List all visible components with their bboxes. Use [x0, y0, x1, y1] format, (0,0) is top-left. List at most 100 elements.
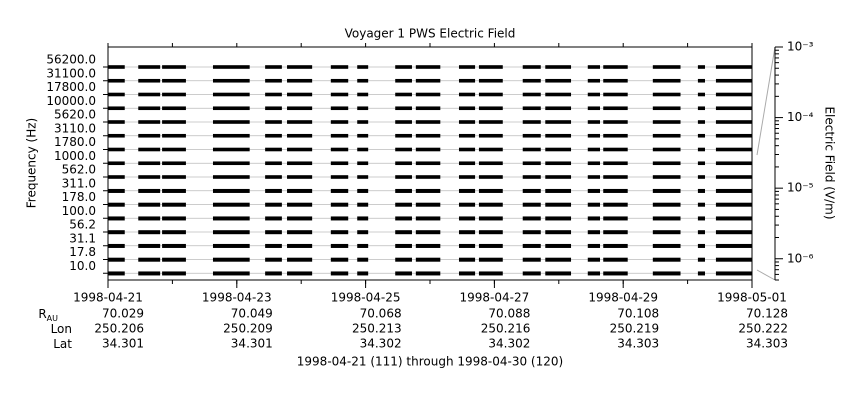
ephemeris-value: 250.206	[94, 322, 144, 336]
ephemeris-value: 70.088	[488, 307, 530, 321]
ephemeris-value: 34.301	[231, 337, 273, 351]
coverage-segment	[212, 230, 250, 235]
coverage-segment	[265, 216, 282, 221]
coverage-segment	[212, 271, 250, 276]
coverage-segment	[478, 161, 503, 166]
coverage-segment	[287, 92, 313, 97]
coverage-segment	[395, 106, 412, 111]
coverage-segment	[415, 230, 441, 235]
coverage-segment	[478, 243, 503, 248]
x-axis-label: 1998-04-21 (111) through 1998-04-30 (120…	[297, 355, 563, 369]
coverage-segment	[330, 120, 349, 124]
ephemeris-label-text: R	[38, 307, 46, 321]
coverage-segment	[330, 188, 349, 193]
coverage-segment	[603, 257, 628, 262]
coverage-segment	[138, 230, 161, 235]
coverage-segment	[458, 243, 476, 248]
coverage-segment	[522, 133, 541, 138]
coverage-segment	[162, 147, 186, 152]
coverage-segment	[587, 92, 601, 97]
coverage-segment	[330, 175, 349, 179]
coverage-segment	[330, 78, 349, 83]
coverage-segment	[478, 271, 503, 276]
coverage-segment	[545, 65, 572, 69]
coverage-segment	[478, 175, 503, 179]
y2-tick-label: 10⁻⁵	[787, 181, 814, 195]
coverage-segment	[265, 147, 282, 152]
coverage-segment	[603, 243, 628, 248]
coverage-segment	[652, 202, 681, 207]
coverage-segment	[357, 92, 369, 97]
coverage-segment	[715, 78, 752, 83]
coverage-segment	[522, 257, 541, 262]
coverage-segment	[587, 65, 601, 69]
coverage-segment	[287, 216, 313, 221]
coverage-segment	[265, 161, 282, 166]
ephemeris-value: 70.049	[231, 307, 273, 321]
coverage-segment	[478, 216, 503, 221]
coverage-segment	[138, 175, 161, 179]
ephemeris-label: Lon	[51, 322, 72, 336]
coverage-segment	[395, 271, 412, 276]
y-tick-label: 10000.0	[46, 94, 96, 108]
coverage-segment	[265, 271, 282, 276]
coverage-segment	[652, 120, 681, 124]
coverage-segment	[715, 92, 752, 97]
coverage-segment	[212, 257, 250, 262]
coverage-segment	[138, 120, 161, 124]
y-tick-label: 1000.0	[54, 149, 96, 163]
coverage-segment	[212, 120, 250, 124]
y-tick-label: 562.0	[62, 163, 96, 177]
y-tick-label: 178.0	[62, 190, 96, 204]
coverage-segment	[415, 161, 441, 166]
coverage-segment	[138, 271, 161, 276]
coverage-segment	[287, 175, 313, 179]
coverage-segment	[162, 78, 186, 83]
coverage-segment	[162, 230, 186, 235]
y-tick-label: 17.8	[69, 245, 96, 259]
coverage-segment	[522, 271, 541, 276]
coverage-segment	[652, 147, 681, 152]
coverage-segment	[652, 65, 681, 69]
coverage-segment	[603, 92, 628, 97]
coverage-segment	[265, 202, 282, 207]
coverage-segment	[478, 202, 503, 207]
coverage-segment	[478, 120, 503, 124]
coverage-segment	[715, 65, 752, 69]
coverage-segment	[545, 147, 572, 152]
coverage-segment	[108, 120, 125, 124]
ephemeris-value: 250.209	[223, 322, 273, 336]
coverage-segment	[330, 216, 349, 221]
coverage-segment	[415, 216, 441, 221]
coverage-segment	[697, 147, 705, 152]
ephemeris-value: 34.302	[360, 337, 402, 351]
coverage-segment	[715, 271, 752, 276]
coverage-segment	[162, 161, 186, 166]
coverage-segment	[330, 202, 349, 207]
coverage-segment	[697, 133, 705, 138]
coverage-segment	[415, 65, 441, 69]
coverage-segment	[697, 92, 705, 97]
coverage-segment	[522, 106, 541, 111]
coverage-segment	[357, 120, 369, 124]
coverage-segment	[603, 230, 628, 235]
coverage-segment	[697, 230, 705, 235]
coverage-segment	[265, 175, 282, 179]
coverage-segment	[287, 202, 313, 207]
coverage-segment	[715, 106, 752, 111]
coverage-segment	[697, 120, 705, 124]
coverage-segment	[138, 216, 161, 221]
coverage-segment	[587, 161, 601, 166]
y-tick-label: 56200.0	[46, 53, 96, 67]
coverage-segment	[287, 257, 313, 262]
coverage-segment	[357, 257, 369, 262]
coverage-segment	[162, 216, 186, 221]
coverage-segment	[715, 230, 752, 235]
coverage-segment	[138, 257, 161, 262]
coverage-segment	[603, 133, 628, 138]
coverage-segment	[395, 120, 412, 124]
coverage-segment	[715, 257, 752, 262]
coverage-segment	[330, 271, 349, 276]
coverage-segment	[330, 243, 349, 248]
coverage-segment	[697, 175, 705, 179]
